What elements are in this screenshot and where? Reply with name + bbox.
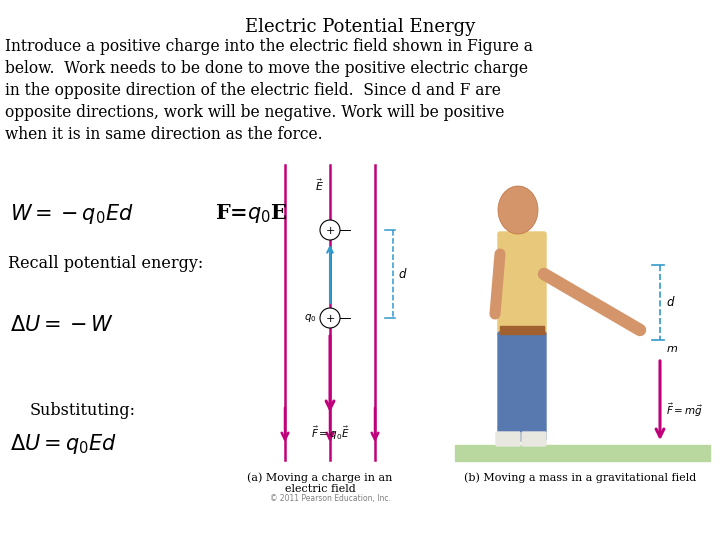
- FancyBboxPatch shape: [496, 432, 520, 446]
- Text: $d$: $d$: [666, 295, 675, 309]
- FancyBboxPatch shape: [498, 232, 546, 336]
- Text: $+$: $+$: [325, 313, 335, 323]
- Text: (b) Moving a mass in a gravitational field: (b) Moving a mass in a gravitational fie…: [464, 472, 696, 483]
- Text: $W = -q_0Ed$: $W = -q_0Ed$: [10, 202, 134, 226]
- Text: F=$q_0$E: F=$q_0$E: [215, 202, 287, 225]
- Text: Electric Potential Energy: Electric Potential Energy: [245, 18, 475, 36]
- Text: $\Delta U = -W$: $\Delta U = -W$: [10, 315, 114, 335]
- Text: (a) Moving a charge in an
electric field: (a) Moving a charge in an electric field: [247, 472, 392, 494]
- FancyBboxPatch shape: [455, 445, 710, 461]
- Circle shape: [320, 220, 340, 240]
- Text: $+$: $+$: [325, 225, 335, 235]
- Text: $\vec{F} = q_0\vec{E}$: $\vec{F} = q_0\vec{E}$: [310, 425, 349, 442]
- FancyBboxPatch shape: [498, 332, 546, 441]
- FancyBboxPatch shape: [500, 326, 544, 334]
- Ellipse shape: [498, 186, 538, 234]
- Circle shape: [320, 308, 340, 328]
- Text: $\Delta U = q_0Ed$: $\Delta U = q_0Ed$: [10, 432, 117, 456]
- Text: $d$: $d$: [398, 267, 408, 281]
- Text: Substituting:: Substituting:: [30, 402, 136, 419]
- Text: Introduce a positive charge into the electric field shown in Figure a
below.  Wo: Introduce a positive charge into the ele…: [5, 38, 533, 143]
- Text: $q_0$: $q_0$: [305, 312, 317, 324]
- Text: Recall potential energy:: Recall potential energy:: [8, 255, 203, 272]
- FancyBboxPatch shape: [522, 432, 546, 446]
- Text: © 2011 Pearson Education, Inc.: © 2011 Pearson Education, Inc.: [270, 494, 391, 503]
- Text: $\vec{F} = m\vec{g}$: $\vec{F} = m\vec{g}$: [666, 402, 703, 419]
- Text: $m$: $m$: [666, 344, 678, 354]
- Text: $\vec{E}$: $\vec{E}$: [315, 177, 324, 193]
